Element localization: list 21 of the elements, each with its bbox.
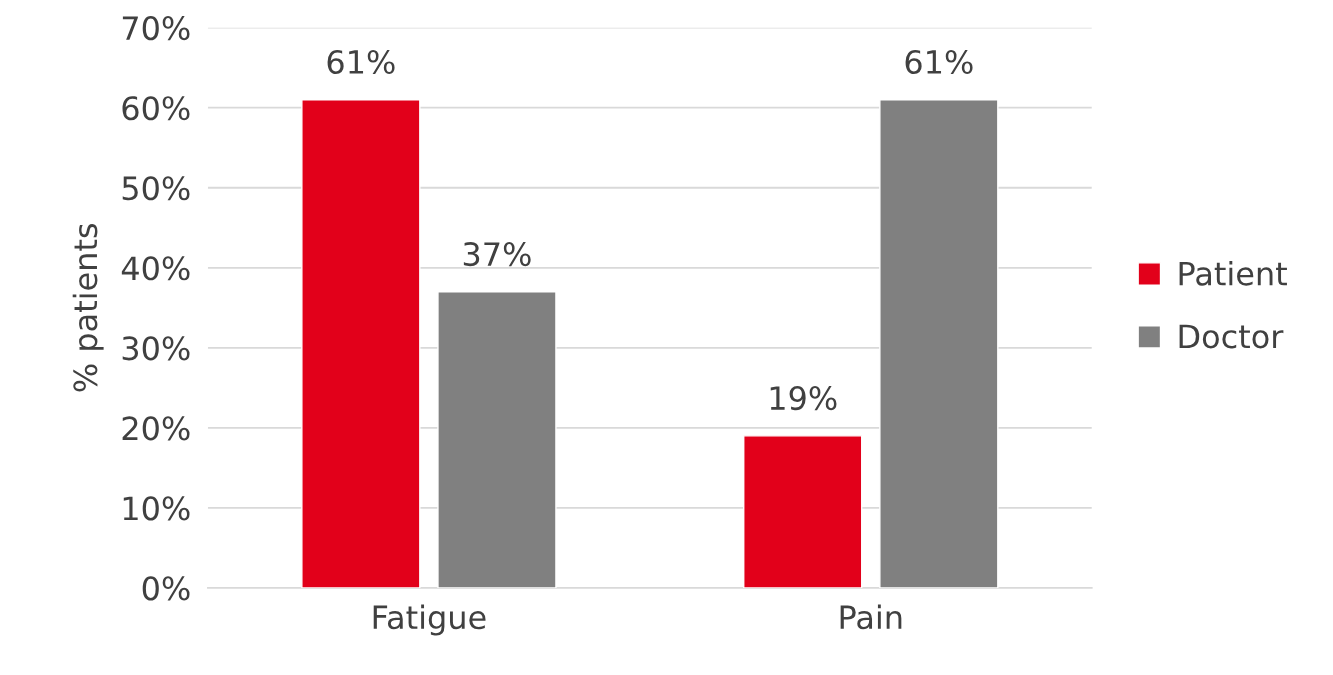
y-tick-label: 40%	[121, 256, 190, 281]
data-label: 37%	[463, 242, 531, 267]
y-tick-label: 60%	[122, 96, 190, 121]
y-tick-label: 70%	[122, 16, 190, 41]
data-label: 61%	[327, 49, 395, 75]
y-tick-label: 0%	[142, 576, 190, 601]
x-tick-label: Fatigue	[373, 604, 486, 636]
legend-label: Doctor	[1179, 324, 1284, 349]
bar	[879, 99, 999, 588]
y-tick-label: 20%	[122, 416, 190, 441]
y-tick-label: 50%	[122, 176, 190, 201]
y-tick-label: 10%	[123, 496, 190, 521]
y-axis-title: % patients	[72, 223, 104, 392]
bar	[743, 435, 863, 588]
bar	[301, 99, 421, 588]
y-tick-label: 30%	[122, 336, 190, 361]
data-label: 61%	[905, 49, 973, 75]
x-tick-label: Pain	[840, 604, 902, 630]
legend-label: Patient	[1179, 260, 1287, 286]
bar	[437, 291, 557, 588]
data-label: 19%	[770, 386, 837, 411]
